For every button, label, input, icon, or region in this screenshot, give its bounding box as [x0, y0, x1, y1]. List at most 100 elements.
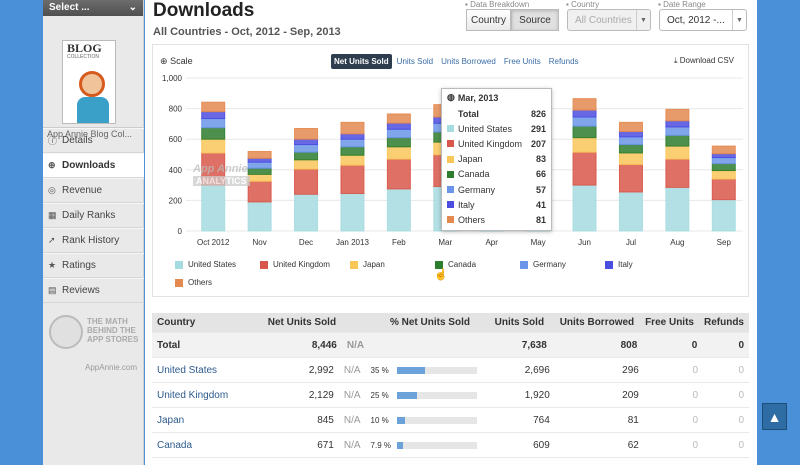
legend-item[interactable]: Japan: [350, 260, 385, 269]
col-units-sold[interactable]: Units Sold: [494, 317, 545, 328]
tooltip-series-value: 291: [530, 123, 546, 134]
legend-swatch: [520, 260, 528, 269]
bar-segment: [665, 126, 690, 136]
breakdown-country-button[interactable]: Country: [466, 9, 511, 31]
tab-units-sold[interactable]: Units Sold: [396, 57, 434, 66]
bar-segment: [294, 168, 319, 195]
tooltip-header: ◍ Mar, 2013: [447, 92, 546, 103]
bar-segment: [572, 109, 597, 118]
country-label-text: Country: [571, 0, 600, 9]
col-free-units[interactable]: Free Units: [645, 317, 694, 328]
pct-bar-fill: [396, 416, 405, 424]
sidebar-item-downloads[interactable]: ⊕ Downloads: [43, 153, 144, 178]
calendar-icon: ▦: [48, 210, 57, 220]
cell-free-units: 0: [692, 389, 699, 401]
pct-bar: [396, 366, 477, 374]
pct-bar: [396, 441, 477, 449]
download-icon: ⊕: [48, 160, 56, 170]
download-icon: ⤓: [673, 56, 678, 65]
table-header-row: Country Net Units Sold % Net Units Sold …: [152, 313, 749, 333]
cell-country: Total: [157, 339, 181, 351]
tooltip-series-name: Others: [458, 214, 486, 225]
app-selector[interactable]: Select ... ⌄: [43, 0, 143, 16]
sidebar-item-daily-ranks[interactable]: ▦ Daily Ranks: [43, 203, 144, 228]
legend-label: Italy: [618, 260, 633, 269]
legend-item[interactable]: United States: [175, 260, 236, 269]
promo-link[interactable]: AppAnnie.com: [85, 363, 138, 372]
cell-country[interactable]: United Kingdom: [157, 389, 229, 401]
pct-label: 10 %: [370, 415, 389, 425]
bar-segment: [711, 153, 736, 159]
cell-units-sold: 2,696: [524, 364, 550, 376]
tooltip-series-value: 41: [535, 199, 546, 210]
cell-net-units: 845: [317, 414, 334, 426]
legend-item[interactable]: Germany: [520, 260, 566, 269]
x-tick-label: Jun: [578, 238, 591, 247]
app-card[interactable]: BLOG COLLECTION App Annie Blog Col...: [43, 16, 143, 139]
pct-bar-fill: [396, 366, 425, 374]
col-pct-net-units[interactable]: % Net Units Sold: [389, 317, 470, 328]
x-tick-label: Oct 2012: [197, 238, 230, 247]
cell-country[interactable]: United States: [157, 364, 218, 376]
sidebar-item-ratings[interactable]: ★ Ratings: [43, 253, 144, 278]
legend-item[interactable]: Italy: [605, 260, 633, 269]
table-row: Japan 845 N/A 10 % 764 81 0 0: [152, 408, 749, 433]
bar-segment: [572, 98, 597, 111]
tooltip-total-row: Total 826: [447, 106, 546, 121]
date-range-select[interactable]: Oct, 2012 -... ▼: [659, 9, 747, 31]
col-country[interactable]: Country: [157, 317, 196, 328]
cell-country[interactable]: Canada: [157, 439, 193, 451]
tooltip-series-name: Japan: [458, 154, 483, 165]
cell-units-borrowed: 62: [627, 439, 639, 451]
bar-segment: [665, 134, 690, 147]
cell-country[interactable]: Japan: [157, 414, 185, 426]
x-tick-label: Jan 2013: [336, 238, 369, 247]
bar-segment: [618, 163, 643, 193]
tab-refunds[interactable]: Refunds: [548, 57, 579, 66]
bar-segment: [386, 137, 411, 148]
tab-free-units[interactable]: Free Units: [503, 57, 541, 66]
watermark-line-1: App Annie: [193, 163, 248, 175]
tooltip-row: Canada 66: [447, 167, 546, 182]
table-body: Total 8,446 N/A 7,638 808 0 0 United States 2,99…: [152, 333, 749, 458]
download-csv-link[interactable]: ⤓ Download CSV: [674, 56, 734, 66]
sidebar-item-label: Daily Ranks: [62, 210, 116, 221]
cell-pct: 10 %: [366, 416, 482, 425]
bar-segment: [340, 193, 365, 232]
bar-segment: [572, 184, 597, 232]
scale-toggle[interactable]: ⊕ Scale: [160, 56, 193, 67]
col-units-borrowed[interactable]: Units Borrowed: [559, 317, 635, 328]
country-select-value: All Countries: [575, 14, 632, 26]
sidebar-item-revenue[interactable]: ◎ Revenue: [43, 178, 144, 203]
country-select[interactable]: All Countries ▼: [567, 9, 651, 31]
sidebar-item-details[interactable]: ⓘ Details: [43, 128, 144, 153]
x-tick-label: Dec: [299, 238, 313, 247]
sidebar-nav: ⓘ Details ⊕ Downloads ◎ Revenue ▦ Daily Rank…: [43, 128, 144, 303]
bar-segment: [247, 167, 272, 175]
legend-item[interactable]: United Kingdom: [260, 260, 330, 269]
main-content: Downloads All Countries - Oct, 2012 - Se…: [145, 0, 757, 465]
promo-banner[interactable]: THE MATH BEHIND THE APP STORES AppAnnie.…: [43, 305, 144, 375]
bar-segment: [618, 152, 643, 165]
legend-item[interactable]: Others: [175, 278, 212, 287]
tab-net-units-sold[interactable]: Net Units Sold: [331, 54, 392, 69]
sidebar-item-rank-history[interactable]: ➚ Rank History: [43, 228, 144, 253]
bar-segment: [294, 193, 319, 232]
table-row: Canada 671 N/A 7.9 % 609 62 0 0: [152, 433, 749, 458]
cell-na: N/A: [343, 414, 361, 426]
col-net-units-sold[interactable]: Net Units Sold: [267, 317, 337, 328]
col-refunds[interactable]: Refunds: [703, 317, 744, 328]
breakdown-source-button[interactable]: Source: [511, 9, 559, 31]
y-tick-label: 600: [169, 135, 183, 144]
pct-label: 35 %: [370, 365, 389, 375]
scroll-to-top-button[interactable]: ▲: [762, 403, 787, 430]
sidebar-item-reviews[interactable]: ▤ Reviews: [43, 278, 144, 303]
bar-segment: [618, 191, 643, 232]
bar-segment: [572, 151, 597, 186]
tooltip-title: Mar, 2013: [457, 92, 499, 103]
tab-units-borrowed[interactable]: Units Borrowed: [441, 57, 496, 66]
country-label: ▪ Country: [566, 0, 600, 9]
promo-text: THE MATH BEHIND THE APP STORES: [87, 317, 139, 344]
legend-item[interactable]: Canada: [435, 260, 476, 269]
cell-net-units: 8,446: [311, 339, 337, 351]
